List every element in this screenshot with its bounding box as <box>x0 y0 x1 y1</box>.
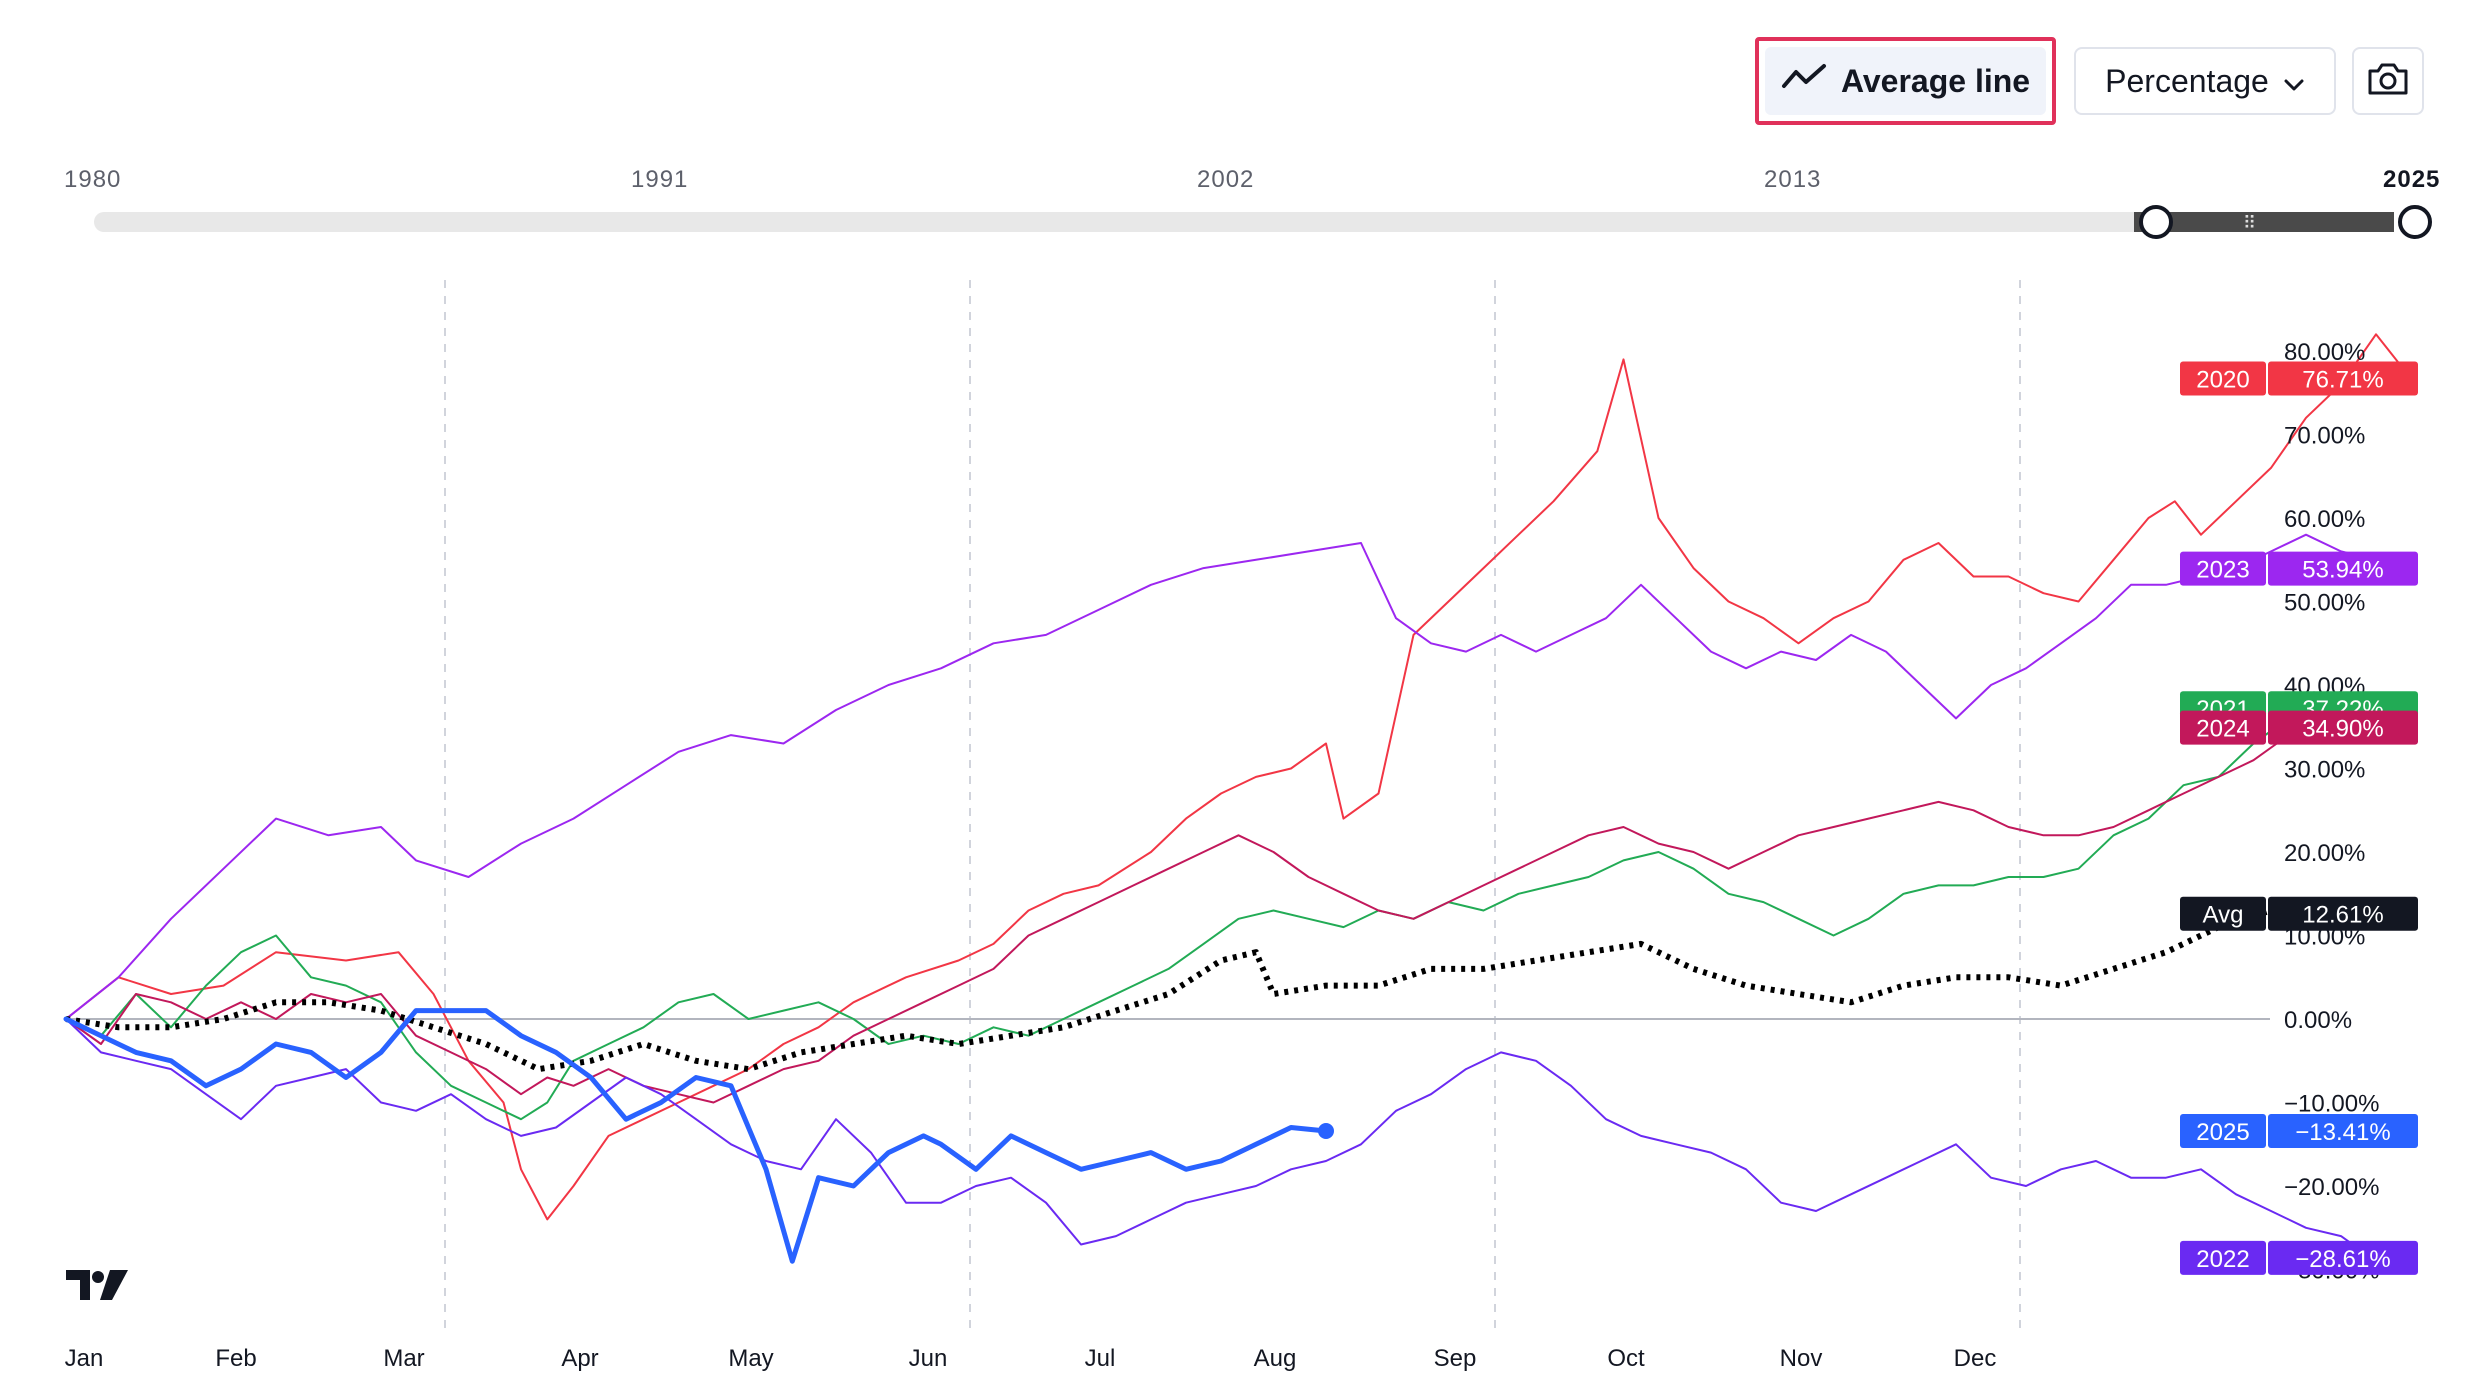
average-line-button[interactable]: Average line <box>1755 37 2056 125</box>
x-tick-label: Sep <box>1434 1345 1477 1372</box>
range-tick-2013: 2013 <box>1764 166 1822 193</box>
price-label-2025: 2025 −13.41% <box>2180 1113 2418 1148</box>
price-label-name-bg <box>2180 896 2266 931</box>
y-tick-label: 20.00% <box>2284 840 2365 867</box>
price-label-name-bg <box>2180 551 2266 586</box>
x-tick-label: Feb <box>215 1345 256 1372</box>
x-tick-label: Jun <box>909 1345 948 1372</box>
price-label-value-bg <box>2268 896 2418 931</box>
price-label-name-bg <box>2180 1113 2266 1148</box>
y-tick-label: 60.00% <box>2284 506 2365 533</box>
x-tick-label: Oct <box>1607 1345 1645 1372</box>
y-tick-label: −10.00% <box>2284 1091 2379 1118</box>
price-label-value: −13.41% <box>2295 1119 2390 1146</box>
x-tick-label: May <box>728 1345 773 1372</box>
y-tick-label: 0.00% <box>2284 1007 2352 1034</box>
price-label-value: 53.94% <box>2302 557 2383 584</box>
price-label-value: 34.90% <box>2302 716 2383 743</box>
y-tick-label: 50.00% <box>2284 590 2365 617</box>
camera-icon <box>2366 61 2410 102</box>
series-endpoint-2025 <box>1318 1122 1334 1139</box>
price-label-name: 2023 <box>2196 557 2249 584</box>
x-tick-label: Mar <box>383 1345 424 1372</box>
scale-dropdown-label: Percentage <box>2105 62 2269 99</box>
x-tick-label: Nov <box>1780 1345 1823 1372</box>
price-label-avg: Avg 12.61% <box>2180 896 2418 931</box>
price-label-value-bg <box>2268 710 2418 745</box>
average-line-label: Average line <box>1840 62 2031 99</box>
price-label-name: 2022 <box>2196 1246 2249 1273</box>
price-label-name-bg <box>2180 1240 2266 1275</box>
scale-dropdown[interactable]: Percentage <box>2074 47 2336 115</box>
price-label-name: 2024 <box>2196 716 2249 743</box>
price-label-name: Avg <box>2203 902 2244 929</box>
range-tick-1991: 1991 <box>631 166 689 193</box>
average-line-button-inner[interactable]: Average line <box>1765 47 2046 115</box>
range-slider-start-handle[interactable] <box>2139 205 2173 239</box>
price-label-2020: 2020 76.71% <box>2180 361 2418 396</box>
price-label-value-bg <box>2268 1113 2418 1148</box>
y-tick-label: 70.00% <box>2284 423 2365 450</box>
price-label-value: 76.71% <box>2302 366 2383 393</box>
x-tick-label: Apr <box>561 1345 598 1372</box>
y-tick-label: 30.00% <box>2284 757 2365 784</box>
x-tick-label: Dec <box>1954 1345 1997 1372</box>
series-line-2023 <box>65 533 2412 1020</box>
range-slider-end-handle[interactable] <box>2398 205 2432 239</box>
price-label-value-bg <box>2268 551 2418 586</box>
series-line-2021 <box>65 692 2412 1121</box>
price-label-name-bg <box>2180 710 2266 745</box>
price-label-name-bg <box>2180 361 2266 396</box>
price-label-value: −28.61% <box>2295 1246 2390 1273</box>
tradingview-logo <box>66 1268 130 1307</box>
price-label-2023: 2023 53.94% <box>2180 551 2418 586</box>
series-line-2020 <box>65 333 2412 1221</box>
range-tick-1980: 1980 <box>64 166 122 193</box>
x-tick-label: Aug <box>1254 1345 1297 1372</box>
chevron-down-icon <box>2283 63 2305 100</box>
series-line-2025 <box>63 1008 1329 1264</box>
series-line-2022 <box>65 1018 2412 1263</box>
price-label-value: 12.61% <box>2302 902 2383 929</box>
screenshot-button[interactable] <box>2352 47 2424 115</box>
range-slider-selection[interactable] <box>2134 212 2394 232</box>
price-label-2024: 2024 34.90% <box>2180 710 2418 745</box>
series-line-avg <box>65 899 2412 1073</box>
series-line-2024 <box>65 700 2412 1104</box>
range-tick-2025: 2025 <box>2383 166 2441 193</box>
price-label-value-bg <box>2268 361 2418 396</box>
price-label-2022: 2022 −28.61% <box>2180 1240 2418 1275</box>
trend-line-icon <box>1781 62 1827 100</box>
y-tick-label: −20.00% <box>2284 1174 2379 1201</box>
price-label-value-bg <box>2268 1240 2418 1275</box>
price-label-name: 2020 <box>2196 366 2249 393</box>
price-label-name: 2025 <box>2196 1119 2249 1146</box>
grip-icon[interactable]: ⠿ <box>2243 213 2256 233</box>
x-tick-label: Jul <box>1085 1345 1116 1372</box>
range-slider-track[interactable] <box>94 212 2394 232</box>
range-tick-2002: 2002 <box>1197 166 1255 193</box>
x-tick-label: Jan <box>65 1345 104 1372</box>
